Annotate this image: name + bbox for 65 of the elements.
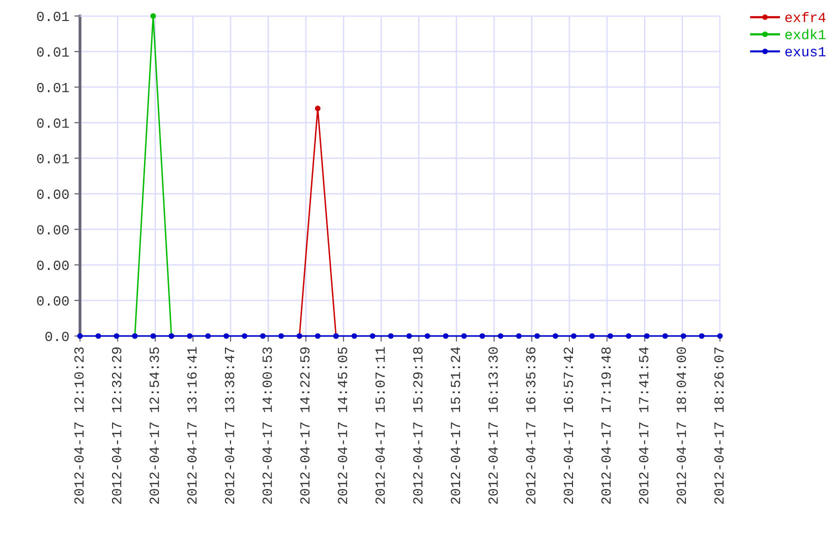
- x-tick-label: 2012-04-17 16:57:42: [564, 347, 574, 504]
- point: [662, 333, 668, 339]
- point: [150, 13, 156, 19]
- point: [352, 333, 358, 339]
- y-tick-label: 0.00: [37, 260, 69, 270]
- point: [314, 106, 321, 112]
- point: [370, 333, 376, 339]
- point: [570, 333, 576, 339]
- x-tick-label: 2012-04-17 17:19:48: [601, 347, 611, 504]
- x-tick-label: 2012-04-17 15:51:24: [450, 347, 460, 504]
- x-tick-label: 2012-04-17 15:07:11: [375, 347, 385, 504]
- x-tick-label: 2012-04-17 12:32:29: [112, 347, 122, 504]
- y-tick-label: 0.0: [45, 332, 69, 342]
- point: [552, 333, 558, 339]
- point: [150, 333, 156, 339]
- y-tick-label: 0.00: [37, 296, 69, 306]
- point: [388, 333, 394, 339]
- point: [77, 333, 83, 339]
- x-tick-label: 2012-04-17 13:16:41: [187, 347, 197, 504]
- x-tick-label: 2012-04-17 12:10:23: [74, 347, 84, 504]
- x-tick-label: 2012-04-17 15:29:18: [413, 347, 423, 504]
- point: [205, 333, 211, 339]
- y-tick-label: 0.00: [37, 225, 69, 235]
- x-tick-label: 2012-04-17 17:41:54: [638, 347, 648, 504]
- point: [698, 333, 704, 339]
- point: [608, 333, 614, 339]
- point: [406, 333, 412, 339]
- x-tick-label: 2012-04-17 13:38:47: [224, 348, 234, 504]
- point: [260, 333, 266, 339]
- point: [242, 333, 248, 339]
- y-tick-label: 0.01: [37, 82, 69, 92]
- point: [278, 333, 284, 339]
- y-tick-label: 0.00: [37, 190, 69, 199]
- point: [186, 333, 192, 339]
- point: [680, 333, 686, 339]
- point: [224, 333, 230, 339]
- point: [534, 333, 540, 339]
- point: [461, 333, 467, 339]
- y-tick-label: 0.01: [37, 118, 69, 128]
- x-tick-label: 2012-04-17 18:26:07: [714, 348, 724, 504]
- x-tick-label: 2012-04-17 16:13:30: [488, 347, 498, 504]
- point: [589, 333, 595, 339]
- y-tick-label: 0.01: [37, 154, 69, 164]
- y-tick-label: 0.01: [37, 47, 69, 57]
- point: [314, 333, 321, 339]
- legend-label: exdk1: [785, 29, 826, 40]
- x-tick-label: 2012-04-17 12:54:35: [150, 347, 160, 504]
- point: [442, 333, 448, 339]
- point: [114, 333, 120, 339]
- x-tick-label: 2012-04-17 16:35:36: [526, 347, 536, 504]
- x-tick-label: 2012-04-17 14:22:59: [300, 347, 310, 504]
- y-tick-label: 0.01: [37, 12, 69, 22]
- point: [626, 333, 632, 339]
- point: [96, 333, 102, 339]
- point: [516, 333, 522, 339]
- point: [480, 333, 486, 339]
- point: [498, 333, 504, 339]
- point: [424, 333, 430, 339]
- point: [644, 333, 650, 339]
- legend-label: exus1: [785, 47, 826, 56]
- x-tick-label: 2012-04-17 18:04:00: [676, 347, 686, 504]
- point: [717, 333, 723, 339]
- x-tick-label: 2012-04-17 14:00:53: [262, 347, 272, 504]
- x-tick-label: 2012-04-17 14:45:05: [338, 347, 348, 504]
- legend-label: exfr4: [785, 12, 826, 22]
